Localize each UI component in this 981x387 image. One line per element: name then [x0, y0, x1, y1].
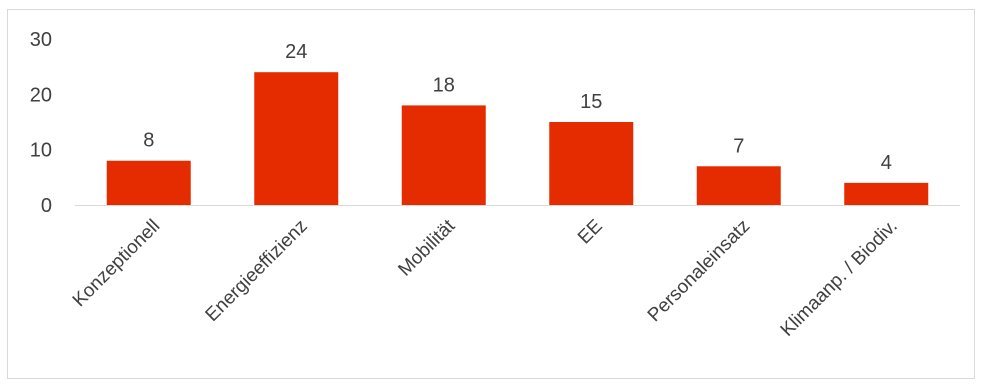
bar [549, 122, 634, 205]
data-label: 4 [881, 152, 892, 174]
data-label: 8 [143, 130, 154, 152]
data-labels: 8 24 18 15 7 4 [143, 41, 892, 174]
data-label: 15 [580, 91, 602, 113]
bars [106, 72, 929, 205]
y-tick-label: 10 [30, 140, 52, 162]
y-tick-label: 20 [30, 84, 52, 106]
y-tick-label: 0 [41, 195, 52, 217]
category-label: Personaleinsatz [644, 216, 754, 326]
y-tick-label: 30 [30, 29, 52, 51]
bar [254, 72, 339, 205]
data-label: 7 [733, 135, 744, 157]
category-label: Energieeffizienz [202, 216, 312, 326]
bar [696, 166, 781, 205]
bar [401, 105, 486, 205]
data-label: 24 [285, 41, 307, 63]
category-label: Konzeptionell [69, 216, 165, 312]
bar [106, 160, 191, 205]
category-label: Mobilität [394, 215, 459, 280]
category-label: Klimaanp. / Biodiv. [777, 216, 902, 341]
bar [844, 182, 929, 205]
y-axis-ticks: 0 10 20 30 [30, 29, 52, 217]
category-labels: Konzeptionell Energieeffizienz Mobilität EE… [69, 215, 902, 341]
category-label: EE [574, 216, 607, 249]
data-label: 18 [433, 74, 455, 96]
